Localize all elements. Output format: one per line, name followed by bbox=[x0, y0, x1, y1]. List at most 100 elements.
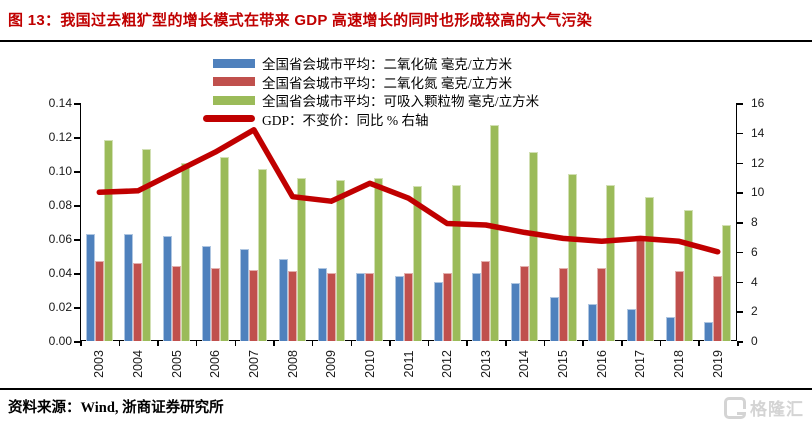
right-axis-tick bbox=[737, 132, 743, 135]
bar-no2-2006 bbox=[210, 267, 220, 341]
legend-item-gdp: GDP：不变价：同比 % 右轴 bbox=[203, 109, 429, 129]
x-axis-label-2006: 2006 bbox=[208, 350, 223, 378]
right-axis-tick-label: 12 bbox=[751, 155, 765, 170]
bar-no2-2010 bbox=[365, 273, 375, 341]
bar-so2-2006 bbox=[201, 245, 211, 341]
bar-so2-2013 bbox=[472, 273, 482, 341]
x-axis-label-2015: 2015 bbox=[556, 350, 571, 378]
legend-label: 全国省会城市平均：可吸入颗粒物 毫克/立方米 bbox=[262, 94, 540, 109]
bar-no2-2012 bbox=[442, 273, 452, 341]
bar-no2-2009 bbox=[326, 273, 336, 341]
bar-pm10-2014 bbox=[528, 152, 538, 341]
left-axis-tick bbox=[74, 137, 80, 139]
legend-bar-swatch-icon bbox=[213, 77, 255, 86]
right-axis-tick-label: 4 bbox=[751, 274, 758, 289]
x-axis-label-2013: 2013 bbox=[478, 350, 493, 378]
x-axis-label-2003: 2003 bbox=[92, 350, 107, 378]
x-axis-tick bbox=[273, 341, 275, 346]
x-axis-tick bbox=[621, 341, 623, 346]
x-axis-tick bbox=[659, 341, 662, 346]
bar-no2-2015 bbox=[558, 267, 568, 341]
bar-no2-2019 bbox=[713, 276, 723, 341]
right-axis-tick-label: 10 bbox=[751, 185, 765, 200]
left-axis-tick bbox=[74, 205, 80, 207]
x-axis-label-2009: 2009 bbox=[324, 350, 339, 378]
bar-no2-2018 bbox=[674, 271, 684, 341]
bar-no2-2005 bbox=[172, 266, 182, 341]
bar-pm10-2008 bbox=[297, 177, 307, 341]
bar-pm10-2009 bbox=[335, 179, 345, 341]
bar-so2-2003 bbox=[85, 233, 95, 341]
legend-label: 全国省会城市平均：二氧化氮 毫克/立方米 bbox=[262, 75, 513, 91]
gelonghui-logo-text: 格隆汇 bbox=[750, 400, 804, 419]
bar-so2-2014 bbox=[510, 283, 520, 341]
x-axis-tick bbox=[466, 341, 468, 346]
x-axis-tick bbox=[350, 341, 353, 346]
left-axis-tick-label: 0.04 bbox=[48, 266, 72, 280]
x-axis-tick bbox=[157, 341, 159, 346]
bar-pm10-2012 bbox=[451, 184, 461, 341]
bar-so2-2010 bbox=[356, 273, 366, 341]
bar-no2-2003 bbox=[94, 261, 104, 341]
gdp-line bbox=[96, 127, 721, 255]
x-axis-label-2017: 2017 bbox=[633, 350, 648, 378]
left-axis-tick-label: 0.08 bbox=[48, 198, 72, 212]
left-axis-tick bbox=[74, 341, 80, 343]
left-axis-tick-label: 0.10 bbox=[48, 164, 72, 178]
bar-so2-2015 bbox=[549, 296, 559, 341]
x-axis-label-2008: 2008 bbox=[285, 350, 300, 378]
right-axis-tick bbox=[737, 341, 743, 343]
bar-so2-2004 bbox=[124, 233, 134, 341]
x-axis-tick bbox=[582, 341, 584, 346]
left-axis-tick bbox=[74, 239, 80, 241]
x-axis-label-2007: 2007 bbox=[246, 350, 261, 378]
legend-bar-swatch-icon bbox=[213, 95, 255, 105]
right-axis-tick bbox=[737, 162, 743, 164]
bar-so2-2016 bbox=[588, 303, 598, 341]
x-axis-tick bbox=[543, 341, 546, 346]
x-axis-tick bbox=[80, 341, 82, 346]
gelonghui-logo: 格隆汇 bbox=[724, 395, 804, 420]
bar-so2-2012 bbox=[433, 281, 443, 341]
bar-pm10-2004 bbox=[142, 148, 152, 341]
bar-pm10-2006 bbox=[219, 157, 229, 341]
x-axis-label-2012: 2012 bbox=[440, 350, 455, 378]
right-axis-tick-label: 6 bbox=[751, 244, 758, 259]
x-axis-label-2010: 2010 bbox=[362, 350, 377, 378]
footer-divider bbox=[0, 388, 812, 390]
bar-no2-2011 bbox=[404, 273, 413, 341]
bar-so2-2011 bbox=[395, 276, 404, 341]
gelonghui-logo-icon bbox=[724, 396, 746, 419]
x-axis-tick bbox=[389, 341, 391, 346]
right-axis-tick bbox=[737, 192, 743, 194]
bar-no2-2014 bbox=[519, 266, 529, 341]
legend-label: 全国省会城市平均：二氧化硫 毫克/立方米 bbox=[262, 57, 513, 72]
bar-so2-2005 bbox=[163, 235, 173, 341]
legend-bar-swatch-icon bbox=[213, 58, 255, 68]
x-axis-tick bbox=[195, 341, 198, 346]
bar-pm10-2005 bbox=[181, 162, 191, 341]
source-text: 资料来源：Wind, 浙商证券研究所 bbox=[8, 400, 224, 416]
legend-item-no2: 全国省会城市平均：二氧化氮 毫克/立方米 bbox=[213, 72, 512, 92]
legend-label: GDP：不变价：同比 % 右轴 bbox=[262, 112, 429, 128]
bar-pm10-2017 bbox=[644, 196, 654, 341]
bar-no2-2016 bbox=[597, 267, 607, 341]
x-axis-tick bbox=[234, 341, 237, 346]
bar-so2-2009 bbox=[317, 267, 327, 341]
bar-pm10-2013 bbox=[490, 125, 500, 341]
right-axis-tick-label: 0 bbox=[751, 334, 758, 348]
right-axis-tick bbox=[737, 311, 743, 313]
x-axis-label-2011: 2011 bbox=[401, 350, 416, 378]
right-axis-tick bbox=[737, 251, 743, 254]
bar-no2-2008 bbox=[288, 271, 298, 341]
legend-line-swatch-icon bbox=[203, 115, 255, 122]
bar-so2-2007 bbox=[240, 249, 250, 341]
bar-so2-2018 bbox=[665, 317, 675, 341]
bar-pm10-2010 bbox=[374, 177, 384, 341]
title-divider bbox=[0, 40, 812, 42]
bar-pm10-2016 bbox=[606, 184, 616, 341]
x-axis-label-2005: 2005 bbox=[169, 350, 184, 378]
legend-item-pm10: 全国省会城市平均：可吸入颗粒物 毫克/立方米 bbox=[213, 90, 539, 110]
bar-so2-2008 bbox=[279, 259, 289, 341]
